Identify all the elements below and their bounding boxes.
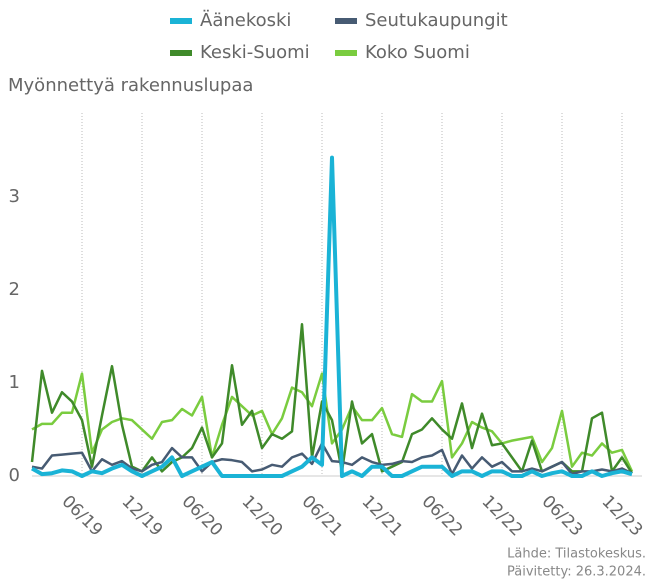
series-line [30, 323, 634, 474]
legend-label: Koko Suomi [365, 42, 470, 63]
x-tick-label: 06/22 [418, 492, 467, 541]
x-tick-label: 12/22 [478, 492, 527, 541]
y-tick-label: 1 [9, 372, 20, 393]
y-tick-label: 2 [9, 279, 20, 300]
x-tick-label: 06/19 [58, 492, 107, 541]
series-line [31, 372, 634, 472]
series-line [31, 442, 633, 476]
x-tick-label: 12/20 [238, 492, 287, 541]
legend-label: Äänekoski [200, 10, 291, 31]
legend-swatch [170, 18, 192, 24]
x-tick-label: 06/20 [178, 492, 227, 541]
x-tick-label: 12/23 [598, 492, 647, 541]
updated: Päivitetty: 26.3.2024. [507, 565, 646, 580]
legend-label: Seutukaupungit [365, 10, 508, 31]
legend-swatch [335, 18, 357, 24]
legend-swatch [335, 50, 357, 56]
source: Lähde: Tilastokeskus. [507, 547, 646, 562]
x-tick-label: 06/23 [538, 492, 587, 541]
x-tick-label: 12/21 [358, 492, 407, 541]
chart-title: Myönnettyä rakennuslupaa [8, 75, 253, 96]
x-tick-label: 06/21 [298, 492, 347, 541]
legend-label: Keski-Suomi [200, 42, 310, 63]
legend-swatch [170, 50, 192, 56]
y-tick-label: 0 [9, 465, 20, 486]
x-tick-label: 12/19 [118, 492, 167, 541]
y-tick-label: 3 [9, 186, 20, 207]
series-line [31, 155, 633, 478]
